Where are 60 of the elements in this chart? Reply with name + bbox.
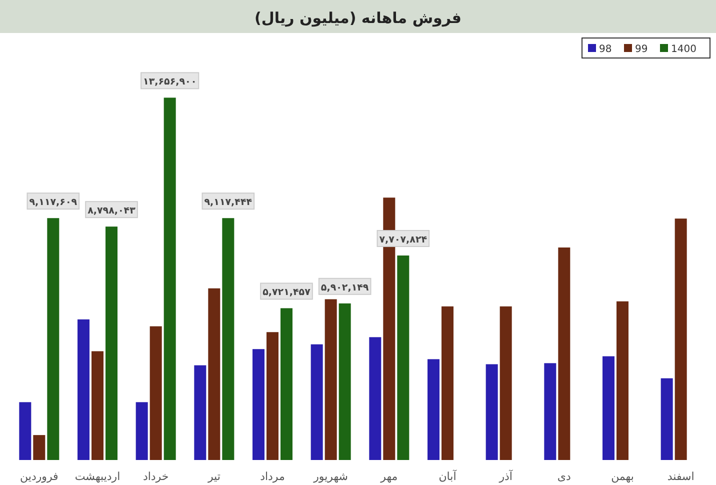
chart-title: فروش ماهانه (میلیون ریال) [254,9,462,27]
legend-label: 98 [599,44,612,55]
bar [266,332,278,460]
bar [252,349,264,460]
bar [33,435,46,460]
x-tick-label: بهمن [611,470,634,483]
bar [78,319,90,460]
x-tick-label: اردیبهشت [74,470,120,483]
bar [338,303,351,460]
bar [106,226,118,460]
bar [486,364,498,460]
bar [324,299,337,460]
bar [558,247,570,460]
x-tick-label: مرداد [260,470,286,483]
bar [428,359,440,460]
value-label: ۹,۱۱۷,۶۰۹ [26,192,80,210]
bar [222,218,234,460]
bar [92,351,104,460]
value-label: ۵,۷۲۱,۴۵۷ [260,282,313,300]
x-tick-label: تیر [206,470,220,483]
bar [47,218,60,460]
bar [602,356,614,460]
data-label: ۹,۱۱۷,۴۴۴ [204,197,252,208]
data-label: ۵,۹۰۲,۱۴۹ [320,282,369,294]
value-label: ۵,۹۰۲,۱۴۹ [318,278,372,295]
data-label: ۵,۷۲۱,۴۵۷ [262,287,311,298]
bar [164,98,176,460]
value-label: ۷,۷۰۷,۸۲۴ [376,230,430,247]
bar [136,402,148,460]
bar [280,308,292,460]
bar [369,337,382,460]
data-label: ۱۳,۶۵۶,۹۰۰ [143,76,197,88]
x-tick-label: آذر [498,469,514,483]
data-label: ۹,۱۱۷,۶۰۹ [29,197,78,208]
value-label: ۸,۷۹۸,۰۴۳ [85,201,138,218]
bar [660,378,673,460]
data-label: ۷,۷۰۷,۸۲۴ [379,234,428,246]
value-label: ۱۳,۶۵۶,۹۰۰ [140,72,200,90]
x-tick-label: مهر [380,470,398,483]
data-label: ۸,۷۹۸,۰۴۳ [88,206,136,217]
bar [544,363,556,460]
x-tick-label: فروردین [20,470,58,483]
bar [150,326,162,460]
x-tick-label: دی [557,470,572,483]
bar [208,288,220,460]
bar [310,344,323,460]
bar [674,218,687,460]
legend-label: 1400 [671,44,696,55]
x-tick-label: آبان [438,469,458,483]
x-tick-label: خرداد [142,470,169,483]
bar [616,301,628,460]
bar [397,256,410,460]
legend-label: 99 [635,44,648,55]
bar [442,306,454,460]
x-tick-label: شهریور [312,470,348,483]
bar [19,402,32,460]
value-label: ۹,۱۱۷,۴۴۴ [202,192,255,210]
bar [194,365,206,460]
bar [500,306,512,460]
x-tick-label: اسفند [667,470,694,483]
